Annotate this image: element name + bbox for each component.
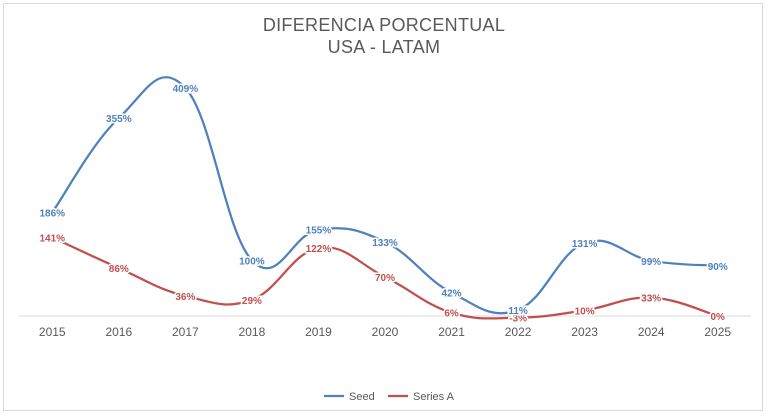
data-label-series-a: 33% [641,294,661,305]
data-label-seed: 186% [39,208,65,219]
chart-area [3,3,763,411]
data-label-series-a: 122% [306,244,332,255]
x-tick-labels: 2015 2016 2017 2018 2019 2020 2021 2022 2023 2024… [39,325,731,339]
data-label-seed: 11% [508,306,528,317]
legend: Seed Series A [324,391,455,403]
x-tick-label: 2017 [172,325,199,339]
x-tick-label: 2023 [571,325,598,339]
legend-item-seed: Seed [324,391,375,403]
x-tick-label: 2024 [638,325,665,339]
x-tick-label: 2022 [505,325,532,339]
x-tick-label: 2021 [438,325,465,339]
x-tick-label: 2015 [39,325,66,339]
data-label-series-a: 29% [242,296,262,307]
data-label-seed: 133% [372,238,398,249]
data-label-seed: 409% [173,84,199,95]
data-label-seed: 99% [641,257,661,268]
data-label-series-a: 0% [711,312,726,323]
chart-subtitle: USA - LATAM [327,37,441,57]
x-tick-label: 2018 [239,325,266,339]
chart-title: DIFERENCIA PORCENTUAL [262,15,506,35]
data-label-seed: 42% [442,289,462,300]
data-label-seed: 90% [708,262,728,273]
labels-layer: 141% 86% 36% 29% 122% 70% 6% -3% 10% 33% 0% 186% 355… [38,82,729,326]
data-label-series-a: 36% [175,292,195,303]
data-label-series-a: 86% [109,264,129,275]
data-label-series-a: -3% [509,314,527,325]
data-label-series-a: 6% [444,309,459,320]
data-label-series-a: 141% [39,233,65,244]
x-tick-label: 2016 [105,325,132,339]
series-line-series-a [51,236,719,320]
legend-item-series-a: Series A [388,391,455,403]
series-line-seed [51,76,718,315]
data-label-seed: 131% [572,239,598,250]
data-label-seed: 100% [239,256,265,267]
legend-label-series-a: Series A [413,391,455,403]
legend-label-seed: Seed [349,391,375,403]
data-label-series-a: 70% [375,273,395,284]
data-label-seed: 155% [306,226,332,237]
x-tick-label: 2025 [704,325,731,339]
x-tick-label: 2020 [372,325,399,339]
series-layer [51,76,719,320]
data-label-series-a: 10% [575,306,595,317]
x-tick-label: 2019 [305,325,332,339]
data-label-seed: 355% [106,114,132,125]
